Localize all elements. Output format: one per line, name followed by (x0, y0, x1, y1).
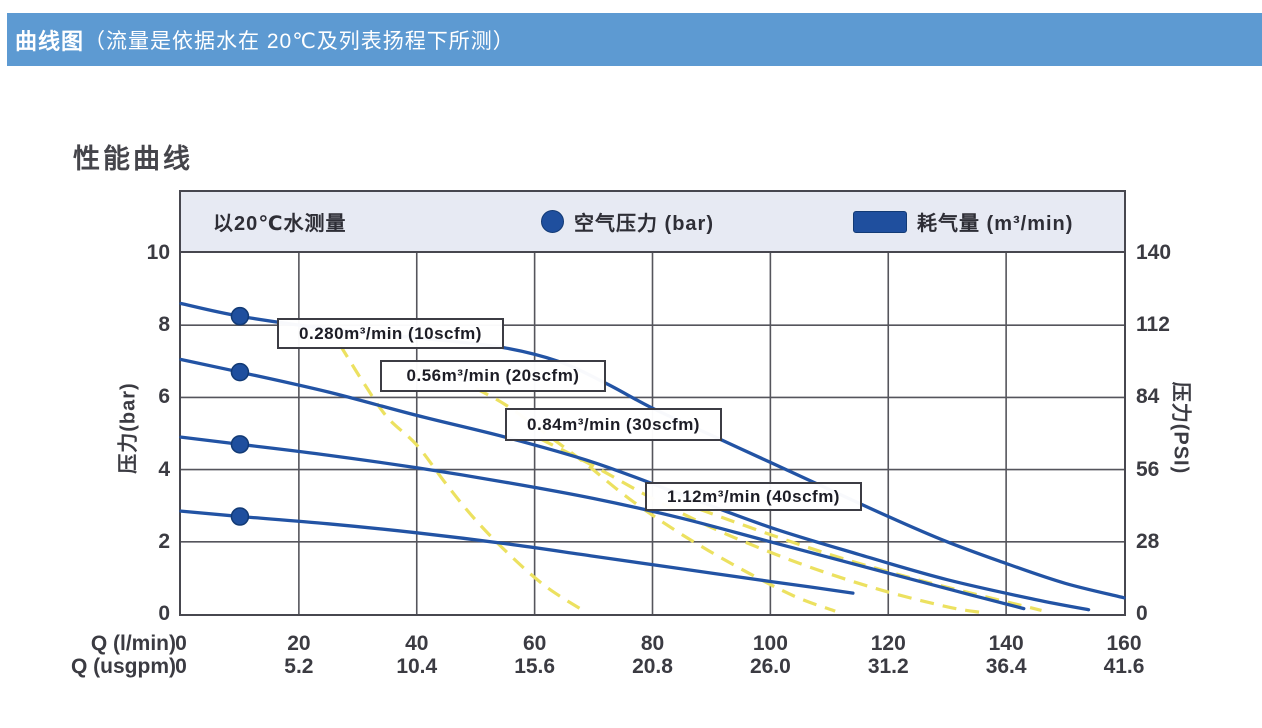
x-tick-lmin: 160 (1106, 632, 1142, 655)
x-tick-lmin: 20 (287, 632, 311, 655)
y-axis-title-bar: 压力(bar) (117, 382, 140, 474)
curve-label-10scfm: 0.280m³/min (10scfm) (277, 318, 504, 349)
y-tick-bar: 10 (146, 241, 170, 264)
legend-item-note: 以20℃水测量 (213, 192, 346, 251)
header-bar: 曲线图 （流量是依据水在 20℃及列表扬程下所测） (7, 13, 1262, 66)
legend-item-air-pressure: 空气压力 (bar) (541, 192, 714, 251)
chart-legend: 以20℃水测量 空气压力 (bar) 耗气量 (m³/min) (181, 192, 1124, 253)
y-tick-bar: 2 (158, 529, 170, 553)
x-tick-lmin: 80 (640, 632, 665, 655)
x-tick-usgpm: 36.4 (985, 655, 1027, 678)
legend-note-label: 以20℃水测量 (213, 213, 347, 235)
y-tick-psi: 56 (1136, 457, 1160, 481)
legend-item-air-consumption: 耗气量 (m³/min) (853, 192, 1073, 251)
y-tick-bar: 6 (158, 385, 170, 409)
page-title: 性能曲线 (73, 144, 193, 174)
x-tick-usgpm: 26.0 (749, 655, 791, 678)
curve-label-20scfm: 0.56m³/min (20scfm) (380, 360, 606, 392)
y-tick-psi: 0 (1136, 602, 1148, 625)
x-axis-title-usgpm: Q (usgpm) (71, 655, 176, 678)
y-tick-psi: 84 (1136, 385, 1160, 409)
x-tick-usgpm: 41.6 (1103, 655, 1145, 678)
x-axis-title-lmin: Q (l/min) (90, 632, 176, 655)
x-tick-lmin: 0 (175, 632, 187, 655)
header-title-bold: 曲线图 (15, 28, 85, 54)
curve-label-40scfm: 1.12m³/min (40scfm) (645, 482, 862, 511)
x-tick-lmin: 40 (405, 632, 429, 655)
y-tick-psi: 112 (1136, 313, 1170, 337)
legend-air-pressure-label: 空气压力 (bar) (574, 213, 714, 235)
x-tick-usgpm: 31.2 (867, 655, 909, 678)
header-title-rest: （流量是依据水在 20℃及列表扬程下所测） (84, 29, 515, 53)
air-consumption-swatch-icon (853, 210, 907, 233)
x-tick-lmin: 120 (870, 632, 906, 655)
y-axis-title-psi: 压力(PSI) (1169, 381, 1192, 475)
x-tick-lmin: 60 (522, 632, 547, 655)
y-tick-bar: 0 (158, 602, 170, 625)
x-tick-usgpm: 10.4 (396, 655, 438, 678)
x-tick-usgpm: 20.8 (632, 655, 673, 678)
y-tick-psi: 28 (1136, 529, 1160, 553)
curve-label-30scfm: 0.84m³/min (30scfm) (505, 408, 722, 441)
y-tick-bar: 8 (158, 313, 170, 337)
x-tick-usgpm: 5.2 (284, 655, 314, 678)
chart-frame: 以20℃水测量 空气压力 (bar) 耗气量 (m³/min) (179, 190, 1126, 616)
y-tick-bar: 4 (158, 457, 170, 481)
x-tick-usgpm: 15.6 (514, 655, 556, 678)
x-tick-lmin: 140 (988, 632, 1024, 655)
legend-air-consumption-label: 耗气量 (m³/min) (917, 213, 1074, 235)
air-pressure-marker-icon (541, 210, 564, 233)
x-tick-usgpm: 0 (175, 655, 187, 678)
x-tick-lmin: 100 (752, 632, 788, 655)
y-tick-psi: 140 (1136, 241, 1172, 264)
